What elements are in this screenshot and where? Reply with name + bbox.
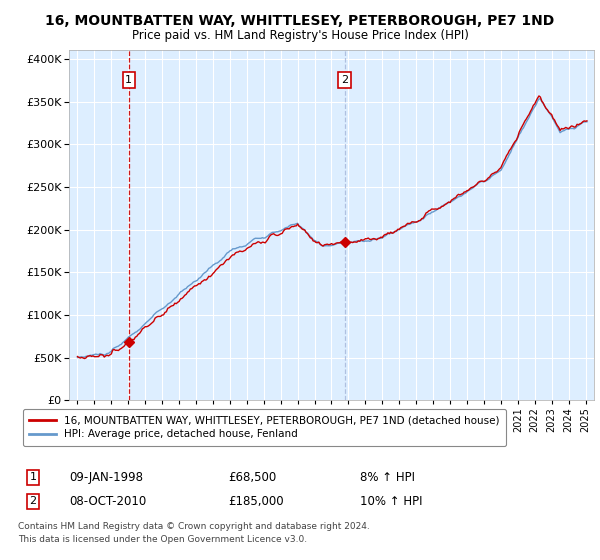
Text: 8% ↑ HPI: 8% ↑ HPI [360, 470, 415, 484]
Text: 2: 2 [29, 496, 37, 506]
Text: 1: 1 [29, 472, 37, 482]
Text: 2: 2 [341, 75, 348, 85]
Text: £68,500: £68,500 [228, 470, 276, 484]
Text: 09-JAN-1998: 09-JAN-1998 [69, 470, 143, 484]
Text: £185,000: £185,000 [228, 494, 284, 508]
Text: Price paid vs. HM Land Registry's House Price Index (HPI): Price paid vs. HM Land Registry's House … [131, 29, 469, 42]
Text: Contains HM Land Registry data © Crown copyright and database right 2024.
This d: Contains HM Land Registry data © Crown c… [18, 522, 370, 544]
Text: 1: 1 [125, 75, 132, 85]
Text: 10% ↑ HPI: 10% ↑ HPI [360, 494, 422, 508]
Text: 16, MOUNTBATTEN WAY, WHITTLESEY, PETERBOROUGH, PE7 1ND: 16, MOUNTBATTEN WAY, WHITTLESEY, PETERBO… [46, 14, 554, 28]
Text: 08-OCT-2010: 08-OCT-2010 [69, 494, 146, 508]
Legend: 16, MOUNTBATTEN WAY, WHITTLESEY, PETERBOROUGH, PE7 1ND (detached house), HPI: Av: 16, MOUNTBATTEN WAY, WHITTLESEY, PETERBO… [23, 409, 506, 446]
